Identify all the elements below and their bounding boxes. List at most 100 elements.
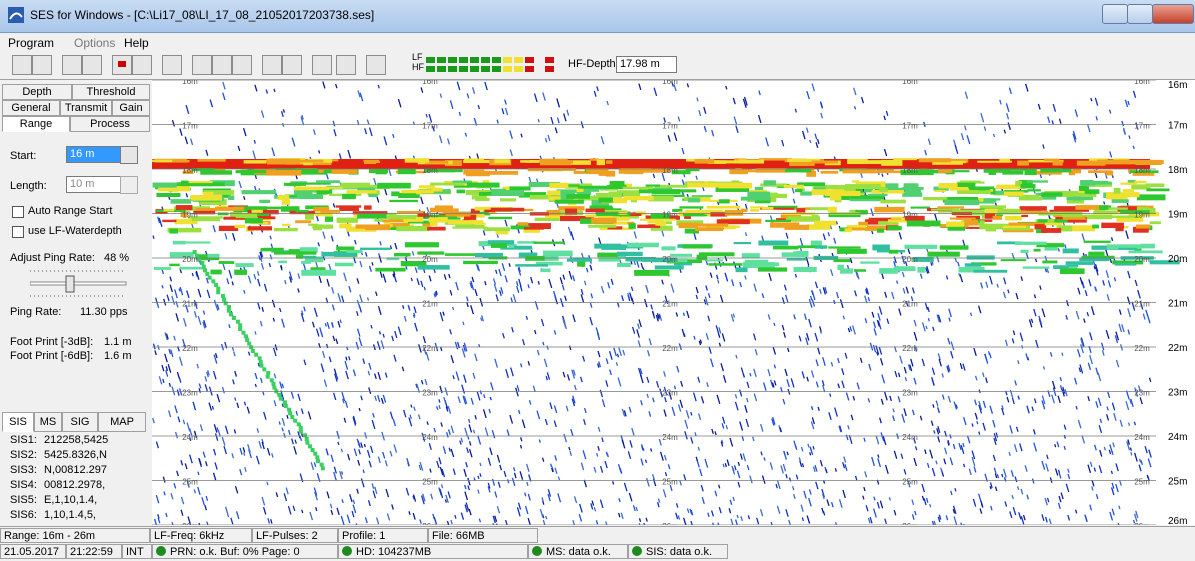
echo-band bbox=[540, 269, 550, 273]
minimize-button[interactable] bbox=[1102, 4, 1128, 24]
maximize-button[interactable] bbox=[1127, 4, 1153, 24]
echo-band bbox=[152, 160, 173, 163]
echo-band bbox=[679, 206, 703, 208]
echo-band bbox=[294, 190, 312, 196]
status-led bbox=[156, 546, 166, 556]
checkbox[interactable] bbox=[12, 226, 24, 238]
tool-button[interactable] bbox=[132, 55, 152, 75]
tool-button[interactable] bbox=[312, 55, 332, 75]
tab[interactable]: MAP bbox=[98, 412, 146, 432]
echo-band bbox=[787, 258, 807, 261]
dropdown-button[interactable] bbox=[120, 176, 138, 194]
echo-trace bbox=[297, 422, 301, 426]
ping-slider[interactable] bbox=[30, 268, 130, 300]
echo-speck bbox=[750, 373, 751, 376]
tool-button[interactable] bbox=[12, 55, 32, 75]
start-field[interactable]: 16 m bbox=[66, 146, 121, 163]
echo-band bbox=[219, 261, 235, 264]
dropdown-button[interactable] bbox=[120, 146, 138, 164]
echo-trace bbox=[279, 397, 283, 401]
echo-band bbox=[865, 190, 871, 192]
echo-band bbox=[375, 268, 405, 272]
echo-band bbox=[1023, 266, 1050, 268]
echo-speck bbox=[977, 421, 978, 424]
status-cell: LF-Pulses: 2 bbox=[252, 528, 338, 543]
tool-button[interactable] bbox=[82, 55, 102, 75]
echo-band bbox=[597, 253, 617, 258]
tab[interactable]: General bbox=[2, 100, 60, 116]
echo-band bbox=[1088, 252, 1104, 256]
depth-scale-label: 24m bbox=[1168, 432, 1187, 443]
echo-band bbox=[794, 267, 817, 272]
tool-button[interactable] bbox=[282, 55, 302, 75]
tab-active[interactable]: Range bbox=[2, 116, 70, 132]
echo-band bbox=[893, 158, 917, 160]
echo-band bbox=[320, 210, 340, 213]
menu-item[interactable]: Help bbox=[124, 36, 149, 50]
echo-speck bbox=[235, 397, 236, 400]
echo-trace bbox=[288, 411, 292, 415]
field-value: 11.30 pps bbox=[80, 306, 128, 318]
echo-speck bbox=[990, 486, 991, 489]
tab[interactable]: MS bbox=[34, 412, 62, 432]
sis-value: N,00812.297 bbox=[44, 464, 107, 476]
echo-speck bbox=[359, 408, 360, 411]
echo-band bbox=[755, 187, 763, 191]
echo-band bbox=[1092, 225, 1099, 229]
tool-button[interactable] bbox=[212, 55, 232, 75]
tool-button[interactable] bbox=[336, 55, 356, 75]
echo-band bbox=[1108, 207, 1127, 209]
echo-band bbox=[917, 267, 925, 273]
echo-speck bbox=[971, 313, 972, 316]
echo-band bbox=[1005, 216, 1022, 220]
echo-band bbox=[744, 263, 779, 266]
status-cell: PRN: o.k. Buf: 0% Page: 0 bbox=[152, 544, 338, 559]
tab[interactable]: Gain bbox=[112, 100, 150, 116]
echo-band bbox=[435, 205, 453, 209]
echo-speck bbox=[179, 288, 180, 291]
echo-band bbox=[172, 160, 189, 163]
echo-speck bbox=[642, 444, 643, 447]
length-field[interactable]: 10 m bbox=[66, 176, 121, 193]
echo-band bbox=[445, 253, 475, 256]
echo-band bbox=[448, 220, 483, 224]
echo-band bbox=[811, 160, 837, 163]
tab[interactable]: Transmit bbox=[60, 100, 112, 116]
app-window: SES for Windows - [C:\Li17_08\LI_17_08_2… bbox=[0, 0, 1195, 560]
status-cell: HD: 104237MB bbox=[338, 544, 528, 559]
hf-label: HF bbox=[412, 63, 424, 72]
echo-speck bbox=[162, 285, 163, 288]
tab[interactable]: Threshold bbox=[72, 84, 150, 100]
tab-active[interactable]: SIS bbox=[2, 412, 34, 432]
echo-trace bbox=[227, 309, 231, 313]
echo-band bbox=[927, 252, 959, 257]
tool-button[interactable] bbox=[262, 55, 282, 75]
tool-button[interactable] bbox=[62, 55, 82, 75]
menu-item[interactable]: Options bbox=[74, 36, 115, 50]
menu-item[interactable]: Program bbox=[8, 36, 54, 50]
tab[interactable]: SIG bbox=[62, 412, 98, 432]
echo-band bbox=[566, 194, 590, 199]
close-button[interactable] bbox=[1152, 4, 1194, 24]
echo-speck bbox=[1131, 452, 1132, 455]
echo-trace bbox=[251, 349, 255, 353]
tool-button[interactable] bbox=[232, 55, 252, 75]
checkbox[interactable] bbox=[12, 206, 24, 218]
depth-marker: 18m bbox=[182, 166, 198, 175]
tool-button[interactable] bbox=[192, 55, 212, 75]
depth-scale-label: 17m bbox=[1168, 121, 1187, 132]
tool-button[interactable] bbox=[112, 55, 132, 75]
echo-band bbox=[708, 263, 742, 265]
tab[interactable]: Depth bbox=[2, 84, 72, 100]
echo-band bbox=[577, 261, 585, 266]
echo-band bbox=[1082, 182, 1112, 185]
tool-button[interactable] bbox=[32, 55, 52, 75]
tab[interactable]: Process bbox=[70, 116, 150, 132]
echo-band bbox=[655, 265, 684, 269]
echo-band bbox=[430, 222, 438, 226]
title-bar: SES for Windows - [C:\Li17_08\LI_17_08_2… bbox=[0, 0, 1195, 33]
tool-button[interactable] bbox=[366, 55, 386, 75]
tool-button[interactable] bbox=[162, 55, 182, 75]
echo-band bbox=[1084, 241, 1111, 243]
echo-band bbox=[324, 187, 343, 189]
